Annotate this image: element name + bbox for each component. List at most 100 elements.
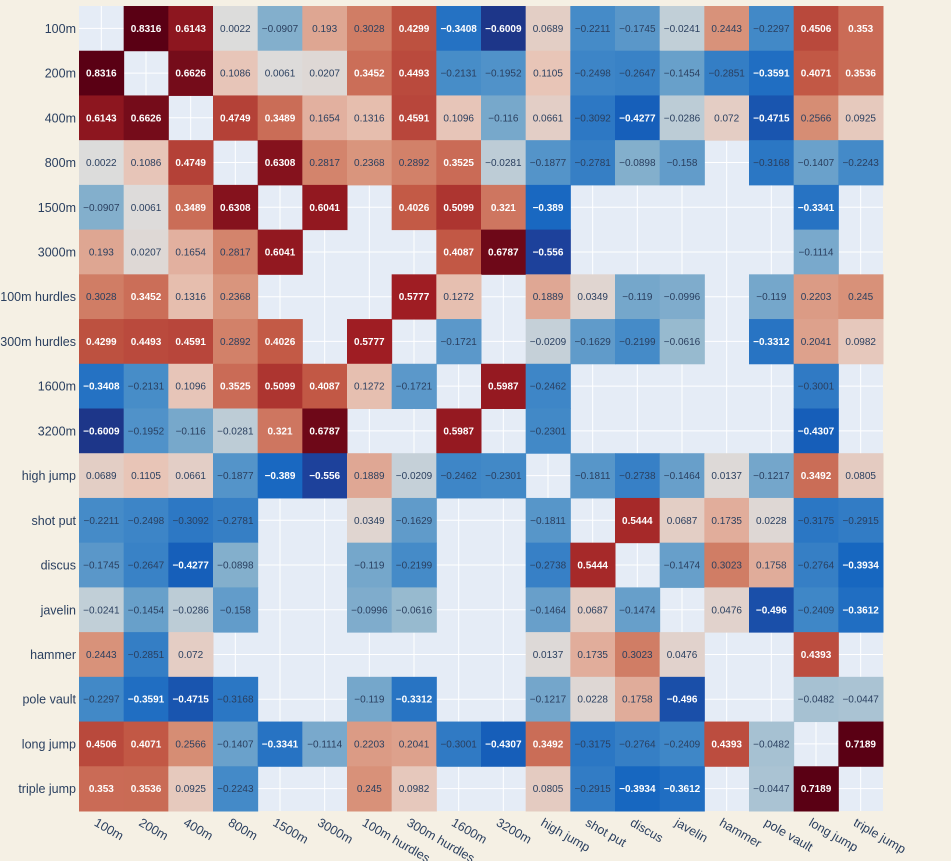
- cell-value-label: 0.3536: [845, 69, 876, 80]
- cell-value-label: 0.0805: [533, 784, 564, 795]
- y-tick-label: discus: [41, 559, 76, 573]
- heatmap-cell: [168, 497, 214, 544]
- x-tick-label: javelin: [672, 815, 711, 845]
- heatmap-cell: [659, 319, 705, 365]
- heatmap-cell: [659, 721, 705, 767]
- heatmap-cell: [123, 497, 169, 544]
- cell-value-label: 0.3023: [711, 561, 742, 572]
- cell-value-label: 0.193: [312, 24, 337, 35]
- heatmap-cell: [570, 587, 616, 633]
- heatmap-cell: [391, 453, 437, 499]
- cell-value-label: 0.6626: [131, 113, 162, 124]
- cell-value-label: −0.1464: [530, 605, 567, 616]
- heatmap-cell: [257, 363, 303, 409]
- cell-value-label: 0.4026: [399, 203, 430, 214]
- y-tick-label: javelin: [40, 603, 76, 617]
- heatmap-cell: [525, 676, 571, 723]
- cell-value-label: −0.158: [220, 605, 251, 616]
- heatmap-cell: [525, 587, 571, 633]
- cell-value-label: 0.5777: [354, 337, 385, 348]
- heatmap-cell: [213, 363, 259, 409]
- heatmap-cell: [436, 140, 482, 186]
- cell-value-label: −0.1811: [575, 471, 611, 482]
- cell-value-label: 0.4506: [86, 739, 117, 750]
- heatmap-cell: [615, 721, 661, 767]
- heatmap-cell: [391, 721, 437, 767]
- heatmap-cell: [79, 766, 125, 812]
- heatmap-cell: [481, 229, 527, 275]
- heatmap-cell: [168, 50, 214, 96]
- y-tick-label: 200m: [45, 67, 76, 81]
- heatmap-cell: [481, 50, 527, 96]
- heatmap-cell: [570, 6, 616, 52]
- heatmap-cell: [659, 453, 705, 499]
- heatmap-cell: [213, 408, 259, 454]
- cell-value-label: 0.2443: [711, 24, 742, 35]
- heatmap-cell: [257, 319, 303, 365]
- heatmap-cell: [213, 184, 259, 231]
- cell-value-label: 0.4393: [711, 739, 742, 750]
- cell-value-label: −0.496: [667, 695, 698, 706]
- cell-value-label: −0.2738: [530, 561, 567, 572]
- heatmap-cell: [257, 6, 303, 52]
- heatmap-cell: [123, 721, 169, 767]
- heatmap-cell: [659, 497, 705, 544]
- heatmap-cell: [347, 95, 393, 141]
- heatmap-cell: [793, 453, 839, 499]
- heatmap-cell: [615, 95, 661, 141]
- cell-value-label: −0.0482: [798, 695, 835, 706]
- heatmap-cell: [347, 363, 393, 409]
- cell-value-label: 0.7189: [801, 784, 832, 795]
- heatmap-cell: [749, 319, 795, 365]
- heatmap-cell: [347, 140, 393, 186]
- cell-value-label: −0.119: [622, 292, 653, 303]
- heatmap-cell: [838, 542, 884, 588]
- cell-value-label: −0.2498: [574, 69, 611, 80]
- cell-value-label: 0.0925: [845, 113, 876, 124]
- heatmap-cell: [213, 95, 259, 141]
- heatmap-cell: [793, 766, 839, 812]
- x-tick-label: 200m: [137, 815, 171, 843]
- cell-value-label: −0.0241: [664, 24, 701, 35]
- cell-value-label: −0.116: [488, 113, 519, 124]
- cell-value-label: 0.0982: [399, 784, 430, 795]
- heatmap-cell: [838, 676, 884, 723]
- heatmap-cell: [302, 184, 348, 231]
- heatmap-cell: [347, 50, 393, 96]
- cell-value-label: 0.5444: [577, 561, 608, 572]
- heatmap-cell: [257, 140, 303, 186]
- heatmap-cell: [436, 95, 482, 141]
- cell-value-label: −0.2462: [440, 471, 477, 482]
- heatmap-cell: [436, 184, 482, 231]
- heatmap-cell: [302, 6, 348, 52]
- cell-value-label: 0.4749: [220, 113, 251, 124]
- heatmap-cell: [481, 363, 527, 409]
- cell-value-label: 0.193: [89, 247, 114, 258]
- cell-value-label: −0.4307: [485, 739, 522, 750]
- cell-value-label: −0.0898: [619, 158, 656, 169]
- heatmap-cell: [302, 408, 348, 454]
- cell-value-label: −0.3341: [262, 739, 299, 750]
- heatmap-cell: [749, 587, 795, 633]
- cell-value-label: −0.3934: [619, 784, 656, 795]
- heatmap-cell: [168, 453, 214, 499]
- heatmap-cell: [123, 184, 169, 231]
- cell-value-label: 0.5099: [265, 382, 296, 393]
- cell-value-label: 0.0022: [86, 158, 117, 169]
- cell-value-label: −0.2915: [574, 784, 611, 795]
- cell-value-label: −0.2851: [128, 650, 165, 661]
- cell-value-label: −0.0281: [485, 158, 522, 169]
- cell-value-label: −0.0281: [217, 426, 254, 437]
- heatmap-cell: [570, 50, 616, 96]
- cell-value-label: −0.496: [756, 605, 787, 616]
- cell-value-label: 0.0982: [845, 337, 876, 348]
- cell-value-label: −0.3175: [798, 516, 835, 527]
- cell-value-label: −0.2781: [574, 158, 611, 169]
- heatmap-cell: [123, 587, 169, 633]
- y-tick-label: 100m: [45, 22, 76, 36]
- heatmap-cell: [525, 632, 571, 678]
- heatmap-cell: [525, 542, 571, 588]
- cell-value-label: 0.0207: [309, 69, 340, 80]
- y-tick-label: triple jump: [18, 782, 76, 796]
- cell-value-label: 0.3452: [131, 292, 162, 303]
